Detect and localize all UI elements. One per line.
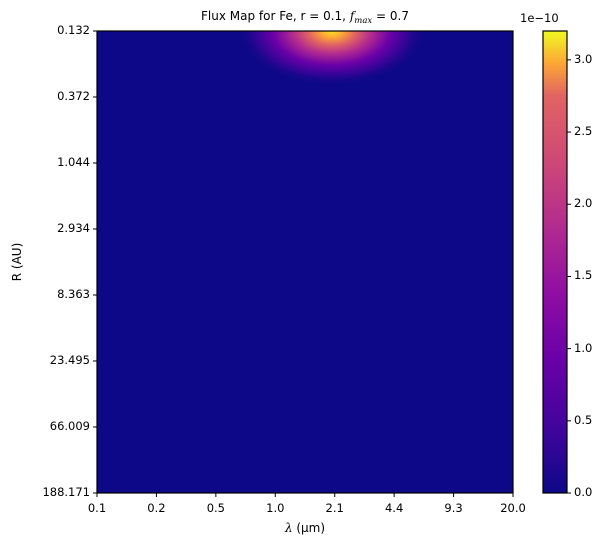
colorbar-tick-label: 1.5 — [574, 268, 593, 283]
y-tick-label: 8.363 — [57, 287, 90, 301]
chart-title: Flux Map for Fe, r = 0.1, fmax = 0.7 — [201, 9, 409, 26]
colorbar — [542, 30, 568, 494]
y-axis-label: R (AU) — [10, 242, 24, 282]
x-tick-label: 2.1 — [325, 501, 344, 515]
y-tick-label: 2.934 — [57, 221, 90, 235]
x-tick-label: 0.1 — [87, 501, 107, 515]
y-tick-label: 1.044 — [57, 155, 90, 169]
colorbar-ticks — [567, 59, 571, 494]
y-tick-label: 23.495 — [49, 353, 90, 367]
x-tick-label: 4.4 — [384, 501, 404, 515]
colorbar-tick-label: 2.0 — [574, 196, 593, 211]
x-ticks — [96, 493, 514, 497]
heatmap — [97, 31, 513, 493]
x-tick-label: 0.5 — [206, 501, 225, 515]
colorbar-exponent-label: 1e−10 — [520, 11, 559, 25]
y-tick-label: 188.171 — [42, 485, 90, 499]
x-tick-label: 0.2 — [147, 501, 166, 515]
colorbar-tick-label: 3.0 — [574, 51, 593, 66]
heatmap-peak-region — [237, 31, 427, 86]
x-tick-label: 20.0 — [500, 501, 526, 515]
colorbar-tick-label: 1.0 — [574, 340, 593, 355]
y-ticks — [93, 30, 97, 494]
colorbar-tick-label: 0.5 — [574, 412, 593, 427]
x-tick-label: 1.0 — [266, 501, 285, 515]
y-tick-label: 66.009 — [49, 419, 90, 433]
heatmap-background — [97, 31, 513, 493]
colorbar-tick-label: 0.0 — [574, 485, 593, 499]
x-tick-label: 9.3 — [444, 501, 463, 515]
y-tick-label: 0.372 — [57, 89, 90, 103]
plot-frame — [96, 30, 514, 494]
x-axis-label: λ (μm) — [284, 521, 326, 535]
y-tick-label: 0.132 — [57, 23, 90, 37]
colorbar-tick-label: 2.5 — [574, 124, 593, 139]
